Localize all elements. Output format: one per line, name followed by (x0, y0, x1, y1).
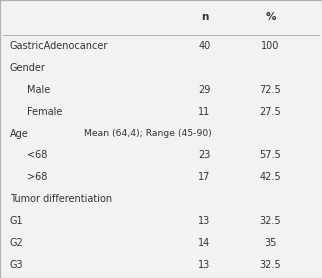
Text: 29: 29 (198, 85, 211, 95)
Text: 13: 13 (198, 216, 211, 226)
Text: GastricAdenocancer: GastricAdenocancer (10, 41, 108, 51)
Text: 14: 14 (198, 238, 211, 248)
Text: G2: G2 (10, 238, 24, 248)
Text: 11: 11 (198, 107, 211, 117)
Text: 27.5: 27.5 (260, 107, 281, 117)
Text: G1: G1 (10, 216, 23, 226)
Text: 40: 40 (198, 41, 211, 51)
Text: >68: >68 (27, 172, 48, 182)
Text: 32.5: 32.5 (260, 260, 281, 270)
Text: Gender: Gender (10, 63, 45, 73)
Text: Tumor differentiation: Tumor differentiation (10, 194, 112, 204)
Text: 72.5: 72.5 (260, 85, 281, 95)
Text: 13: 13 (198, 260, 211, 270)
Text: 100: 100 (261, 41, 280, 51)
Text: Mean (64,4); Range (45-90): Mean (64,4); Range (45-90) (84, 129, 212, 138)
Text: 32.5: 32.5 (260, 216, 281, 226)
Text: 42.5: 42.5 (260, 172, 281, 182)
Text: 17: 17 (198, 172, 211, 182)
Text: 35: 35 (264, 238, 277, 248)
Text: %: % (265, 13, 276, 22)
Text: Age: Age (10, 128, 28, 138)
Text: 23: 23 (198, 150, 211, 160)
Text: Male: Male (27, 85, 51, 95)
Text: Female: Female (27, 107, 63, 117)
Text: G3: G3 (10, 260, 23, 270)
Text: <68: <68 (27, 150, 48, 160)
Text: 57.5: 57.5 (260, 150, 281, 160)
Text: n: n (201, 13, 208, 22)
